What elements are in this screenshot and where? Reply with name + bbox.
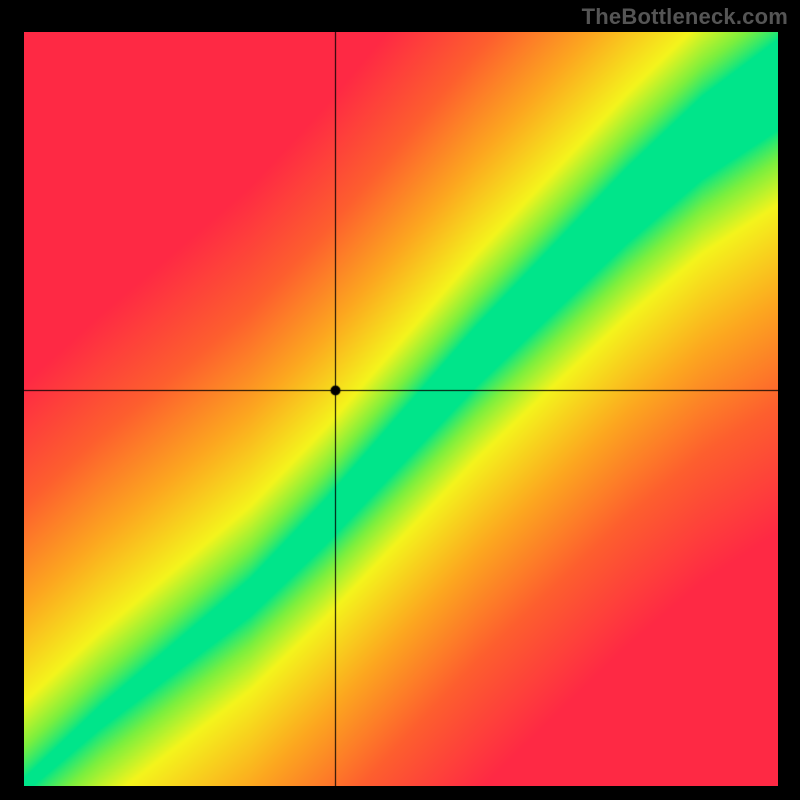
bottleneck-heatmap — [24, 32, 778, 786]
watermark-text: TheBottleneck.com — [582, 4, 788, 30]
chart-container: TheBottleneck.com — [0, 0, 800, 800]
